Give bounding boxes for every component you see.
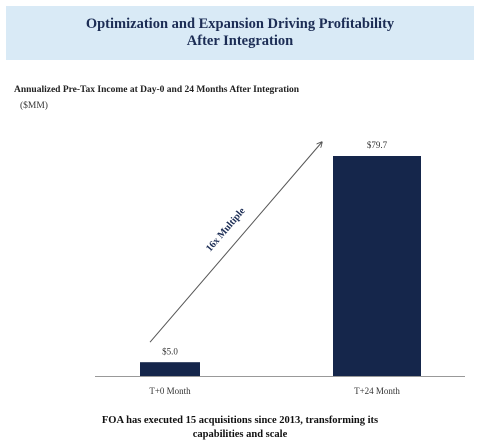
x-tick-label: T+24 Month [354, 386, 400, 396]
chart-title: Optimization and Expansion Driving Profi… [85, 16, 395, 49]
value-label: $5.0 [162, 346, 178, 356]
x-tick-label: T+0 Month [149, 386, 191, 396]
footnote: FOA has executed 15 acquisitions since 2… [101, 415, 379, 440]
bar [140, 362, 200, 376]
unit-label: ($MM) [20, 101, 48, 111]
chart-subtitle: Annualized Pre-Tax Income at Day-0 and 2… [14, 85, 300, 95]
annotation: 16x Multiple [204, 205, 248, 254]
bar [333, 156, 421, 376]
value-label: $79.7 [367, 140, 388, 150]
annotation-arrow [149, 142, 322, 343]
title-band: Optimization and Expansion Driving Profi… [6, 6, 474, 60]
